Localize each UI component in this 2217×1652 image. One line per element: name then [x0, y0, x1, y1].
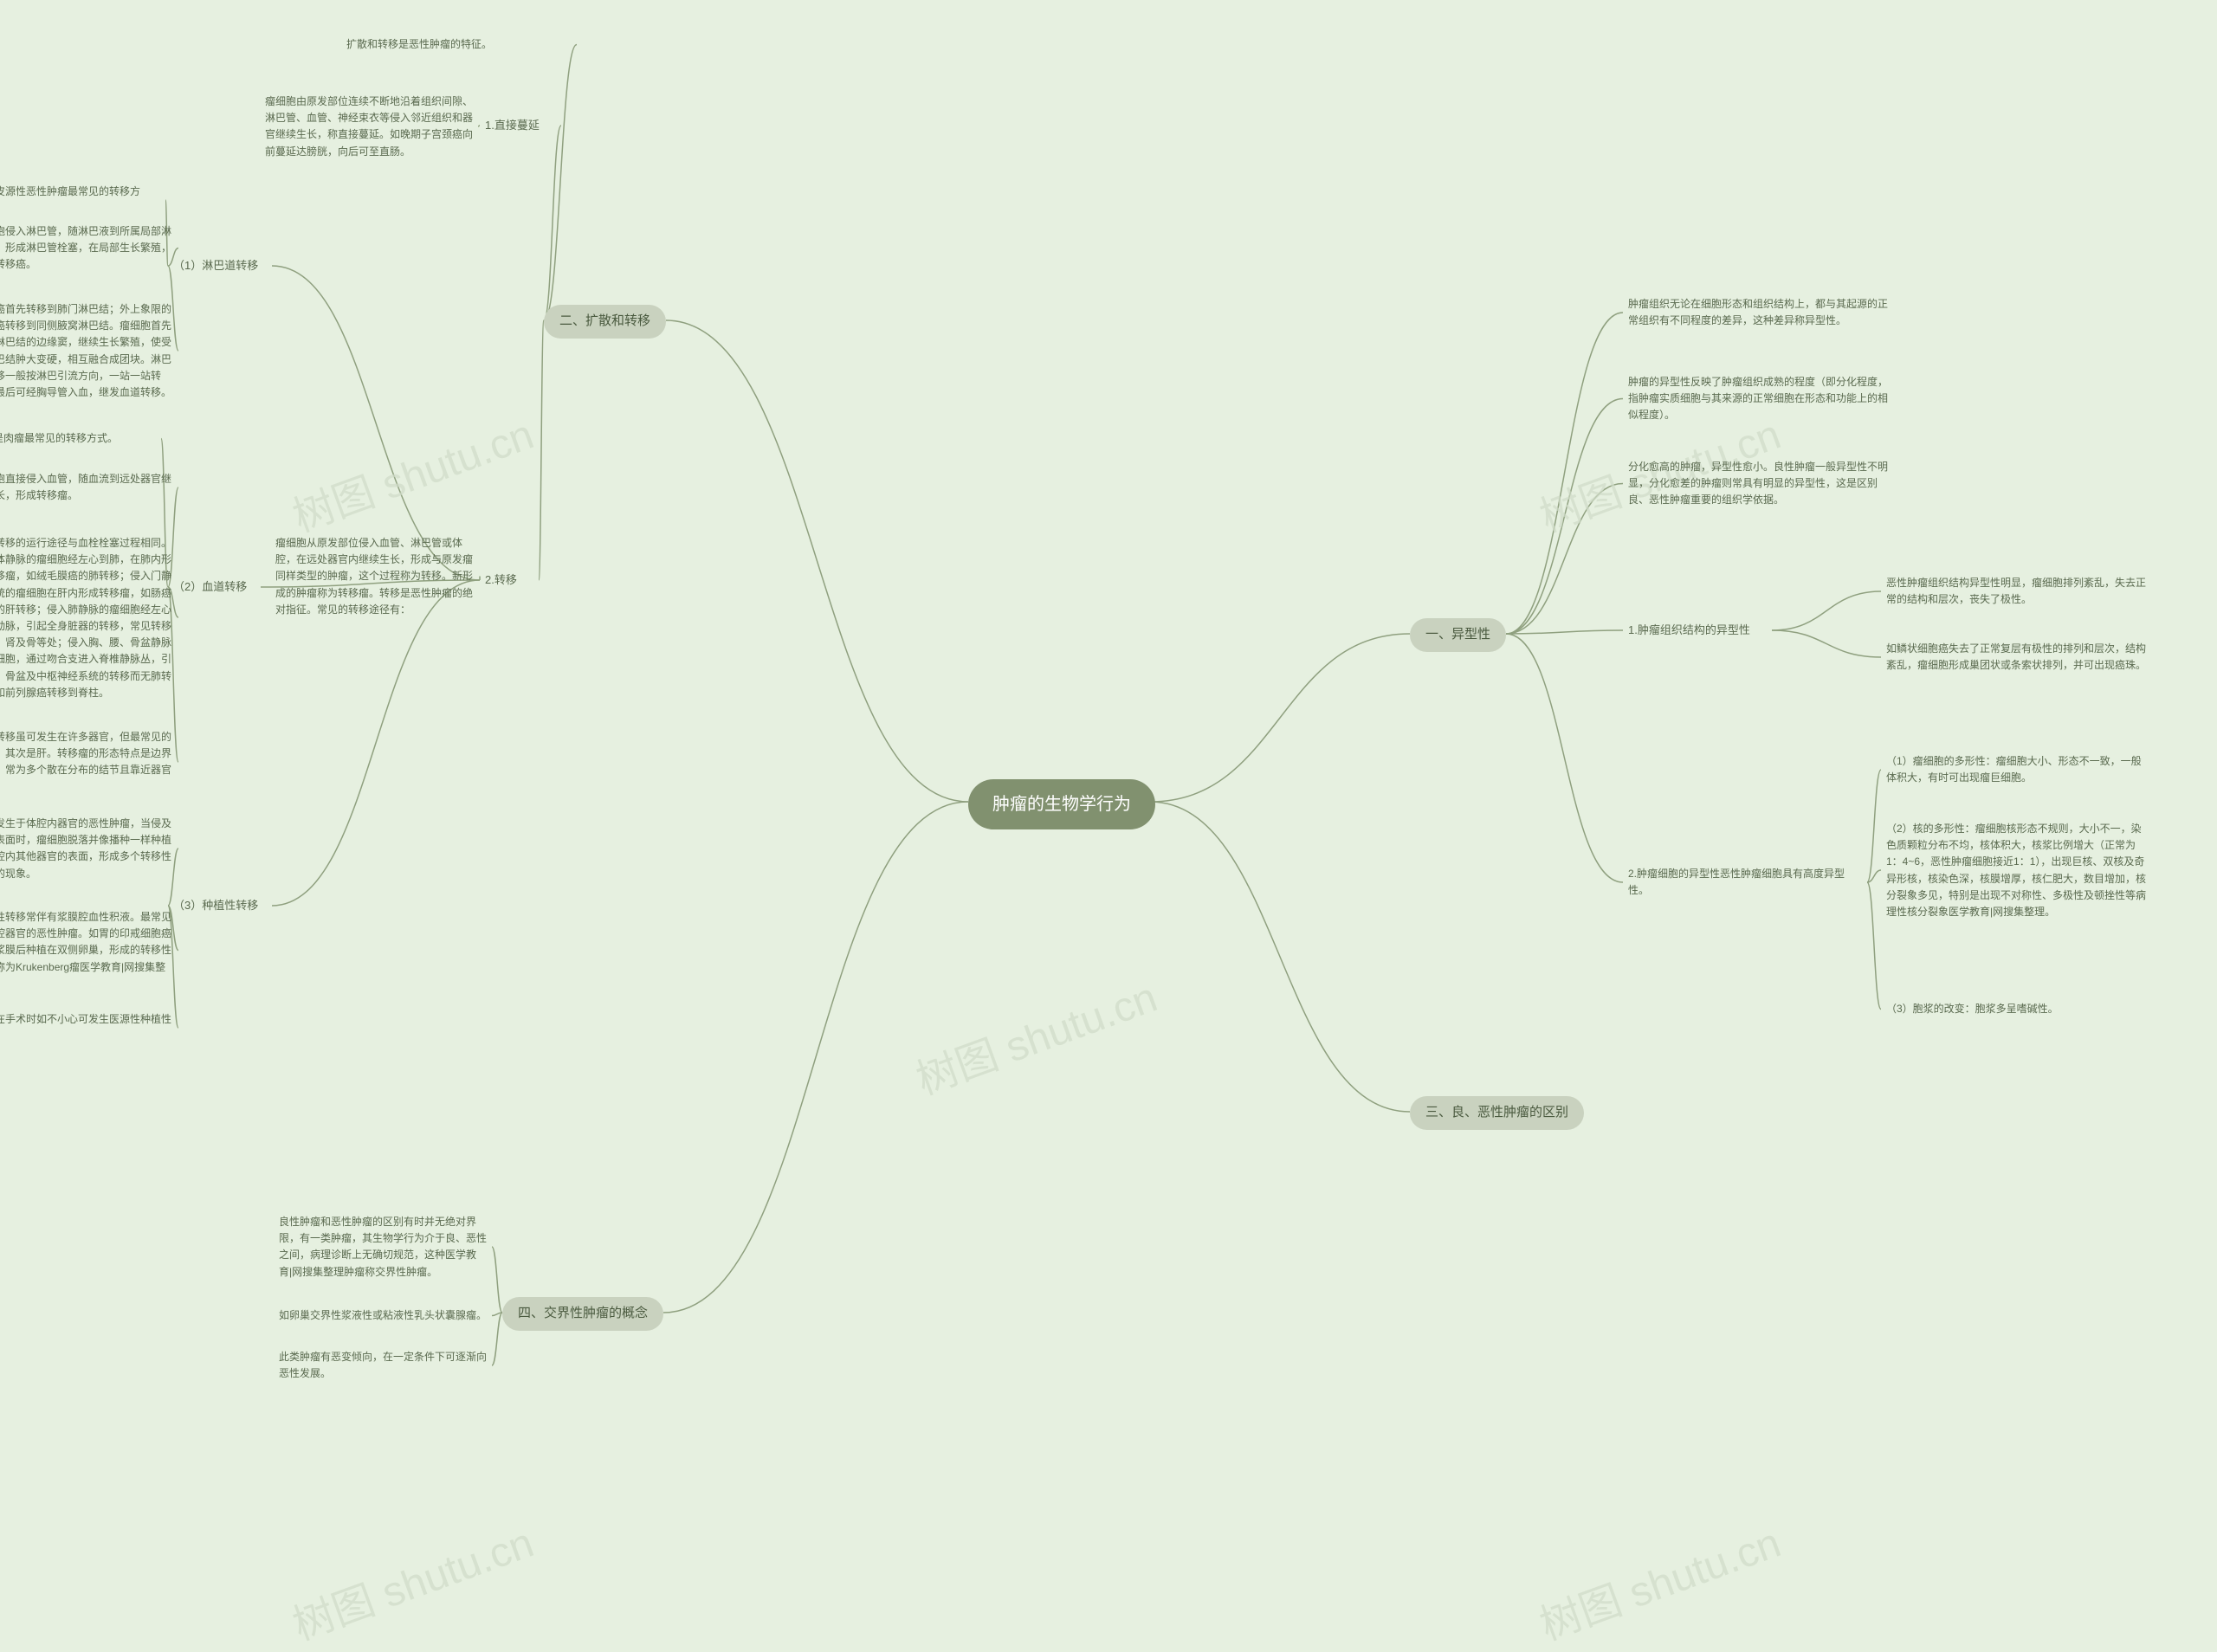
leaf-node: 扩散和转移是恶性肿瘤的特征。 — [346, 36, 572, 53]
branch-node: 四、交界性肿瘤的概念 — [502, 1297, 663, 1331]
sub-node: （2）血道转移 — [173, 578, 247, 596]
leaf-node: 如卵巢交界性浆液性或粘液性乳头状囊腺瘤。 — [279, 1307, 487, 1324]
leaf-node: 是上皮源性恶性肿瘤最常见的转移方式。 — [0, 184, 160, 216]
leaf-node: 种植性转移常伴有浆膜腔血性积液。最常见于腹腔器官的恶性肿瘤。如胃的印戒细胞癌侵及… — [0, 909, 173, 992]
leaf-node: 瘤细胞从原发部位侵入血管、淋巴管或体腔，在远处器官内继续生长，形成与原发瘤同样类… — [275, 535, 475, 618]
center-node: 肿瘤的生物学行为 — [968, 779, 1155, 829]
sub-node: 2.转移 — [485, 571, 517, 589]
branch-node: 三、良、恶性肿瘤的区别 — [1410, 1096, 1584, 1130]
leaf-node: （2）核的多形性：瘤细胞核形态不规则，大小不一，染色质颗粒分布不均，核体积大，核… — [1886, 821, 2146, 920]
sub-node: 1.肿瘤组织结构的异型性 — [1628, 622, 1750, 639]
watermark: 树图 shutu.cn — [283, 1508, 540, 1651]
watermark: 树图 shutu.cn — [283, 400, 540, 543]
branch-node: 二、扩散和转移 — [544, 305, 666, 339]
leaf-node: 瘤细胞侵入淋巴管，随淋巴液到所属局部淋巴结，形成淋巴管栓塞，在局部生长繁殖，形成… — [0, 223, 173, 274]
leaf-node: 血道转移的运行途径与血栓栓塞过程相同。侵入体静脉的瘤细胞经左心到肺，在肺内形成转… — [0, 535, 173, 701]
leaf-node: 瘤细胞直接侵入血管，随血流到远处器官继续生长，形成转移瘤。 — [0, 471, 173, 504]
sub-node: （3）种植性转移 — [173, 897, 258, 914]
sub-node: 2.肿瘤细胞的异型性恶性肿瘤细胞具有高度异型性。 — [1628, 866, 1862, 899]
leaf-node: （3）胞浆的改变：胞浆多呈嗜碱性。 — [1886, 1001, 2146, 1017]
leaf-node: 如鳞状细胞癌失去了正常复层有极性的排列和层次，结构紊乱，瘤细胞形成巢团状或条索状… — [1886, 641, 2146, 674]
leaf-node: 肿瘤的异型性反映了肿瘤组织成熟的程度（即分化程度，指肿瘤实质细胞与其来源的正常细… — [1628, 374, 1888, 424]
sub-node: 1.直接蔓延 — [485, 117, 540, 134]
leaf-node: 恶性肿瘤组织结构异型性明显，瘤细胞排列紊乱，失去正常的结构和层次，丧失了极性。 — [1886, 575, 2146, 608]
leaf-node: 瘤细胞由原发部位连续不断地沿着组织间隙、淋巴管、血管、神经束衣等侵入邻近组织和器… — [265, 94, 473, 160]
watermark: 树图 shutu.cn — [907, 963, 1164, 1106]
leaf-node: 此类肿瘤有恶变倾向，在一定条件下可逐渐向恶性发展。 — [279, 1349, 487, 1382]
leaf-node: 分化愈高的肿瘤，异型性愈小。良性肿瘤一般异型性不明显，分化愈差的肿瘤则常具有明显… — [1628, 459, 1888, 509]
leaf-node: 另外在手术时如不小心可发生医源性种植性转移。 — [0, 1011, 173, 1044]
leaf-node: 良性肿瘤和恶性肿瘤的区别有时并无绝对界限，有一类肿瘤，其生物学行为介于良、恶性之… — [279, 1214, 487, 1281]
leaf-node: 血道转移虽可发生在许多器官，但最常见的是肺，其次是肝。转移瘤的形态特点是边界清楚… — [0, 729, 173, 796]
leaf-node: （1）瘤细胞的多形性：瘤细胞大小、形态不一致，一般体积大，有时可出现瘤巨细胞。 — [1886, 753, 2146, 786]
leaf-node: 如肺癌首先转移到肺门淋巴结；外上象限的乳腺癌转移到同侧腋窝淋巴结。瘤细胞首先进入… — [0, 301, 173, 401]
leaf-node: 是指发生于体腔内器官的恶性肿瘤，当侵及器官表面时，瘤细胞脱落并像播种一样种植在体… — [0, 816, 173, 882]
leaf-node: 这是肉瘤最常见的转移方式。 — [0, 430, 156, 447]
sub-node: （1）淋巴道转移 — [173, 257, 258, 274]
branch-node: 一、异型性 — [1410, 618, 1506, 652]
leaf-node: 肿瘤组织无论在细胞形态和组织结构上，都与其起源的正常组织有不同程度的差异，这种差… — [1628, 296, 1888, 329]
watermark: 树图 shutu.cn — [1530, 1508, 1787, 1651]
